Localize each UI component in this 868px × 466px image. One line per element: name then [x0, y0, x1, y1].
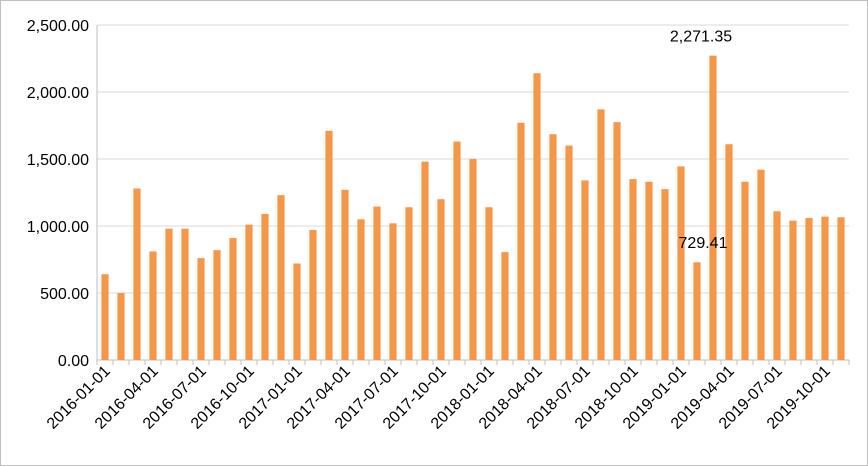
bar: [517, 122, 525, 360]
bar: [357, 219, 365, 360]
y-tick-label: 2,000.00: [27, 85, 89, 102]
bar: [629, 179, 637, 360]
y-tick-label: 1,000.00: [27, 219, 89, 236]
bar: [533, 73, 541, 361]
bar: [725, 144, 733, 360]
y-tick-label: 0.00: [58, 353, 89, 370]
bar: [293, 263, 301, 360]
bar: [133, 188, 141, 360]
bar: [229, 238, 237, 360]
y-tick-label: 500.00: [40, 286, 89, 303]
bar: [661, 189, 669, 360]
bar: [389, 223, 397, 360]
y-tick-labels: 0.00 500.00 1,000.00 1,500.00 2,000.00 2,500.…: [27, 18, 89, 370]
y-tick-label: 2,500.00: [27, 18, 89, 35]
bar: [261, 213, 269, 360]
bar: [485, 207, 493, 360]
bar: [693, 262, 701, 360]
bar: [325, 130, 333, 360]
bar: [277, 195, 285, 360]
annotations: 2,271.35 729.41: [670, 29, 732, 252]
bar: [821, 216, 829, 360]
bar: [709, 55, 717, 360]
bar: [757, 169, 765, 360]
bar: [789, 220, 797, 360]
data-label: 2,271.35: [670, 29, 732, 46]
bar: [453, 141, 461, 360]
bar: [117, 293, 125, 360]
bar: [197, 258, 205, 360]
bar: [149, 251, 157, 360]
bar: [501, 252, 509, 360]
bar: [421, 161, 429, 360]
bar: [405, 207, 413, 360]
bar: [437, 199, 445, 360]
y-tick-label: 1,500.00: [27, 152, 89, 169]
bar: [469, 159, 477, 360]
bar: [773, 211, 781, 360]
bar: [213, 250, 221, 360]
bar: [677, 166, 685, 360]
bar: [549, 134, 557, 360]
bar: [309, 230, 317, 360]
bar: [613, 122, 621, 361]
bars: [101, 55, 845, 361]
x-tick-labels: 2016-01-012016-04-012016-07-012016-10-01…: [44, 363, 834, 433]
data-label: 729.41: [679, 235, 728, 252]
bar: [165, 228, 173, 360]
bar: [181, 228, 189, 360]
bar: [805, 217, 813, 360]
bar: [645, 181, 653, 360]
bar: [245, 224, 253, 360]
bar: [565, 145, 573, 360]
bar: [341, 189, 349, 360]
bar: [597, 109, 605, 360]
bar: [581, 180, 589, 360]
bar: [101, 274, 109, 360]
bar: [373, 206, 381, 360]
bar: [741, 181, 749, 360]
bar: [837, 217, 845, 360]
